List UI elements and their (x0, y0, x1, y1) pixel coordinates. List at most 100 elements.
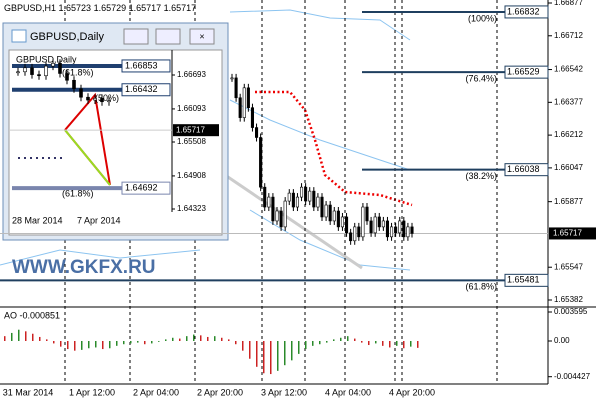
ao-bar (214, 336, 216, 341)
ao-bar (389, 340, 391, 348)
x-tick-label: 2 Apr 20:00 (197, 387, 243, 397)
candle (259, 137, 263, 188)
window-title: GBPUSD,Daily (30, 31, 104, 43)
candle (267, 196, 271, 208)
watermark: WWW.GKFX.RU (12, 257, 156, 278)
candle (394, 226, 398, 234)
y-tick-label: 1.66377 (554, 97, 583, 106)
candle (377, 216, 381, 228)
inset-y-tick-label: 1.64908 (177, 171, 206, 180)
candle (410, 226, 414, 234)
candle (328, 204, 332, 222)
ao-bar (137, 340, 139, 343)
fib-price: 1.65481 (507, 275, 540, 285)
ao-bar (396, 340, 398, 346)
ao-bar (18, 329, 20, 341)
ao-bar (158, 340, 160, 342)
y-tick-label: 1.65547 (554, 262, 583, 271)
ao-bar (151, 340, 153, 344)
inset-y-tick-label: 1.64323 (177, 204, 206, 213)
candle (316, 196, 320, 208)
y-tick-label: 1.66047 (554, 163, 583, 172)
maximize-button[interactable] (155, 28, 181, 45)
candle (58, 62, 62, 74)
ao-bar (228, 339, 230, 341)
x-tick-label: 4 Apr 04:00 (325, 387, 371, 397)
inset-y-tick-label: 1.65508 (177, 137, 206, 146)
candle (271, 196, 275, 222)
candle (357, 226, 361, 238)
close-button[interactable] (189, 28, 215, 45)
y-tick-label: 0.00 (554, 336, 570, 345)
inset-fib-level: (61.8%) (62, 189, 94, 199)
candle (238, 97, 242, 118)
inset-current-box (173, 124, 219, 137)
candle (23, 67, 27, 73)
current-price-box (549, 227, 596, 240)
inset-fib-box (121, 181, 171, 195)
inset-y-tick-label: 1.66693 (177, 70, 206, 79)
candle (389, 226, 394, 238)
candle (340, 216, 345, 228)
parabolic-dots (255, 90, 413, 207)
fib-price: 1.66832 (507, 6, 540, 16)
candle (304, 186, 308, 202)
ao-bar (39, 336, 41, 341)
inset-window[interactable]: GBPUSD,Daily × GBPUSD,Daily 1.66693 1.660… (2, 22, 229, 241)
ao-bar (305, 340, 307, 350)
ao-bar (417, 340, 419, 348)
fib-price-box (504, 5, 549, 19)
candle (299, 186, 304, 198)
ao-bar (333, 339, 335, 341)
ao-bar (81, 340, 83, 350)
y-tick-label: 1.66212 (554, 130, 583, 139)
window-icon (11, 29, 27, 43)
candle (37, 74, 41, 77)
y-tick-label: -0.004427 (554, 372, 591, 381)
candle (65, 73, 69, 81)
candle (332, 210, 336, 222)
candle (263, 186, 267, 208)
candle (336, 210, 340, 228)
ao-bar (298, 340, 300, 354)
candle (230, 77, 234, 80)
current-price: 1.65717 (553, 229, 582, 238)
minimize-button[interactable] (123, 28, 149, 45)
candle (275, 210, 279, 222)
candle (369, 220, 373, 234)
ao-bar (326, 340, 328, 343)
ao-bar (25, 331, 27, 341)
ao-bar (172, 337, 174, 341)
fib-level: (100%) (468, 13, 497, 23)
candle (320, 196, 324, 218)
inset-fib-box (121, 59, 171, 73)
inset-fib-price: 1.64692 (125, 183, 158, 193)
inset-y-tick-label: 1.66093 (177, 104, 206, 113)
candle (51, 62, 55, 67)
close-icon: × (199, 31, 204, 41)
ao-bar (4, 336, 6, 341)
inset-fib-level: (61.8%) (62, 67, 94, 77)
ao-bar (354, 338, 356, 341)
candle (295, 196, 300, 208)
ao-bar (193, 334, 195, 341)
ao-bar (340, 337, 342, 341)
candle (16, 71, 20, 74)
ao-bar (95, 340, 97, 348)
inset-chart-area (8, 49, 223, 236)
inset-date: 7 Apr 2014 (77, 215, 121, 225)
trend-line (224, 173, 363, 270)
chart-header: GBPUSD,H1 1.65723 1.65729 1.65717 1.6571… (4, 3, 196, 13)
candle (44, 65, 48, 77)
y-tick-label: 1.65877 (554, 197, 583, 206)
candle (250, 107, 255, 128)
candle (312, 190, 316, 208)
candle (344, 216, 349, 234)
inset-fib-price: 1.66853 (125, 60, 158, 70)
candle (361, 206, 365, 238)
candle (72, 79, 76, 90)
ao-bar (403, 340, 405, 349)
fib-price-box (504, 273, 549, 287)
ao-bar (249, 340, 251, 359)
